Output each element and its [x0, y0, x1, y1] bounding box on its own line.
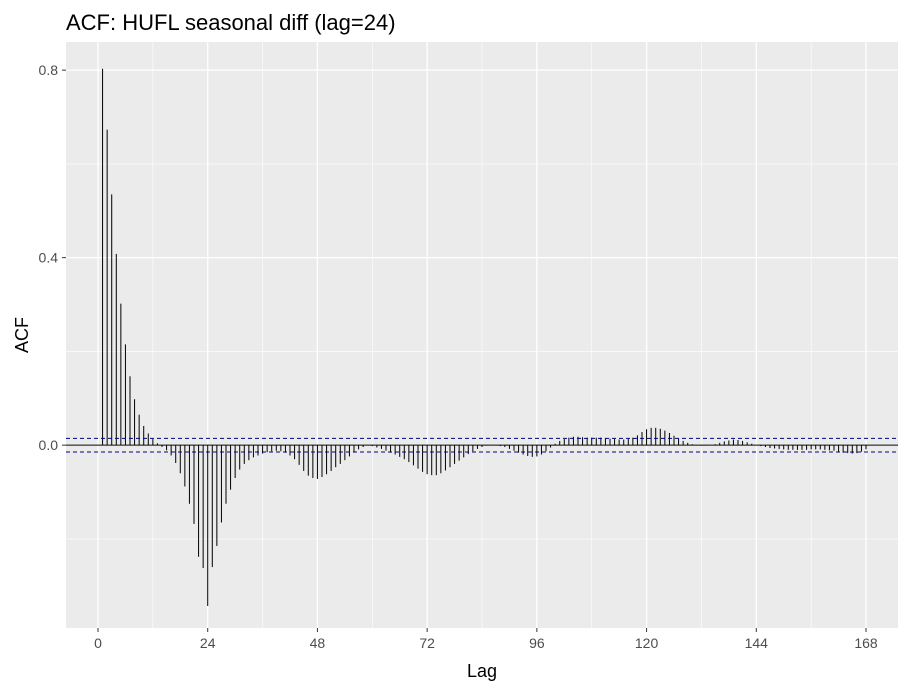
x-tick-label: 144	[745, 635, 769, 651]
x-tick-label: 120	[635, 635, 659, 651]
chart-title: ACF: HUFL seasonal diff (lag=24)	[66, 10, 396, 35]
confidence-band	[66, 437, 898, 453]
x-axis-title: Lag	[467, 661, 497, 681]
x-tick-label: 24	[200, 635, 216, 651]
y-axis-title: ACF	[12, 317, 32, 353]
y-axis-ticks: 0.0 0.4 0.8	[39, 62, 66, 453]
x-tick-label: 96	[529, 635, 545, 651]
x-tick-label: 72	[419, 635, 435, 651]
acf-bars	[102, 68, 867, 606]
x-tick-label: 48	[310, 635, 326, 651]
x-tick-label: 0	[94, 635, 102, 651]
x-tick-label: 168	[854, 635, 878, 651]
x-axis-ticks: 0 24 48 72 96 120 144 168	[94, 628, 878, 651]
y-tick-label: 0.8	[39, 62, 59, 78]
y-tick-label: 0.0	[39, 437, 59, 453]
y-tick-label: 0.4	[39, 250, 59, 266]
